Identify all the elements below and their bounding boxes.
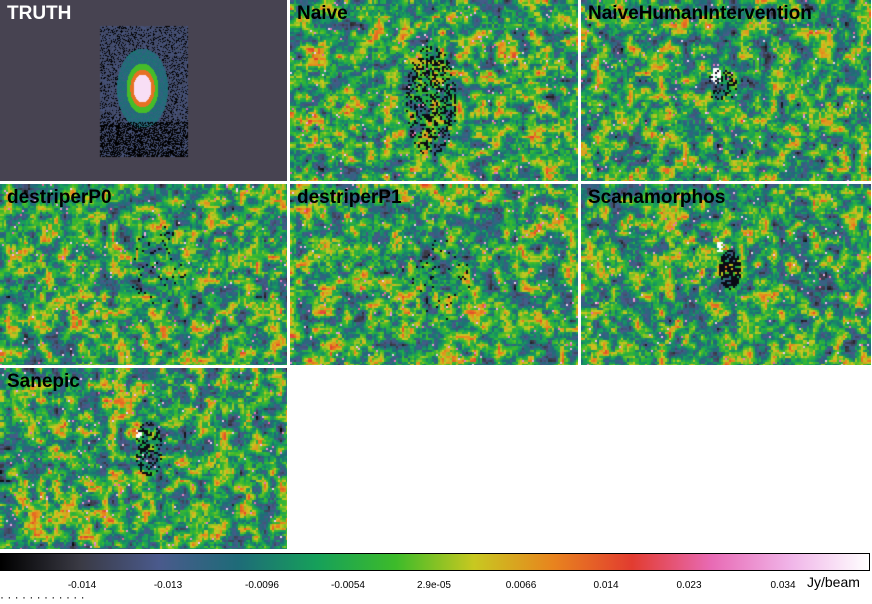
colorbar-tick: -0.0054 [331,580,365,591]
colorbar-tick: 0.0066 [505,580,537,591]
panel-title: TRUTH [7,3,72,24]
destriper-p1-panel: destriperP1 [290,184,578,365]
panel-title: NaiveHumanIntervention [588,3,812,24]
panel-title: destriperP1 [297,187,402,208]
truth-panel: TRUTH [0,0,287,181]
truth-map [0,0,287,181]
destriper-p0-panel: destriperP0 [0,184,287,365]
scanamorphos-panel: Scanamorphos [581,184,871,365]
naive-human-intervention-panel: NaiveHumanIntervention [581,0,871,181]
naive-human-intervention-map [581,0,871,181]
colorbar-tick: -0.0096 [245,580,279,591]
panel-title: Sanepic [7,371,80,392]
caption: · · · · · · · · · · · · [0,590,85,604]
panel-title: Naive [297,3,348,24]
panel-title: destriperP0 [7,187,112,208]
colorbar-tick: -0.013 [153,580,183,591]
destriper-p1-map [290,184,578,365]
colorbar-tick: 0.034 [770,580,796,591]
colorbar-tick: 2.9e-05 [417,580,451,591]
sanepic-map [0,368,287,549]
naive-panel: Naive [290,0,578,181]
scanamorphos-map [581,184,871,365]
colorbar [0,553,870,571]
destriper-p0-map [0,184,287,365]
naive-map [290,0,578,181]
colorbar-tick: 0.023 [676,580,702,591]
colorbar-tick: 0.014 [593,580,619,591]
colorbar-tick: -0.014 [67,580,97,591]
colorbar-unit: Jy/beam [807,574,860,590]
panel-title: Scanamorphos [588,187,726,208]
sanepic-panel: Sanepic [0,368,287,549]
